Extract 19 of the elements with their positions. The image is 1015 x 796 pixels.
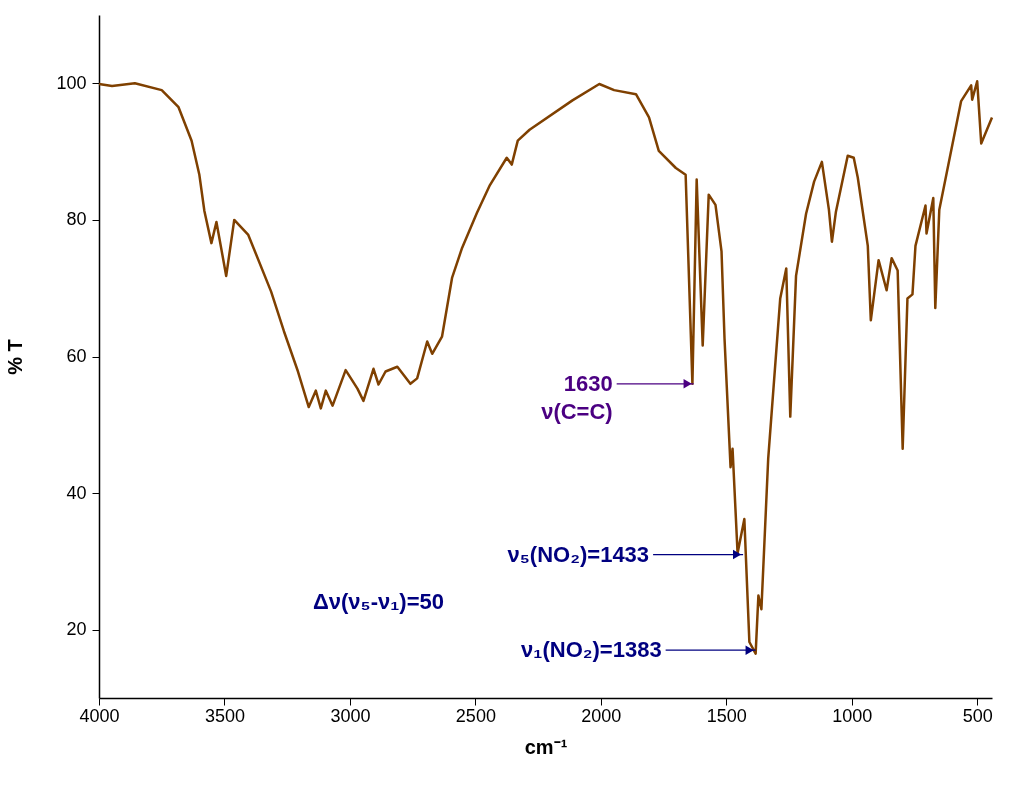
y-axis-title: % T	[4, 339, 27, 375]
x-tick-label: 2000	[581, 705, 622, 726]
y-tick-label: 40	[66, 482, 87, 503]
x-tick-label: 3000	[330, 705, 371, 726]
annotation: ν₅(NO₂)=1433	[507, 541, 650, 567]
y-tick-label: 60	[66, 346, 87, 366]
x-tick-label: 2500	[455, 705, 496, 726]
y-tick-label: 100	[56, 72, 87, 93]
y-tick-label: 80	[66, 209, 87, 230]
x-tick-label: 3500	[204, 705, 245, 726]
x-axis-title: cm⁻¹	[524, 735, 568, 758]
y-tick-label: 20	[66, 619, 87, 640]
x-tick-label: 4000	[79, 705, 120, 726]
annotation: 1630 ν(C=C)	[541, 370, 613, 424]
x-tick-label: 1500	[706, 705, 747, 726]
x-tick-label: 500	[962, 705, 993, 726]
annotation: ν₁(NO₂)=1383	[521, 637, 662, 663]
annotation: Δν(ν₅-ν₁)=50	[312, 589, 444, 615]
x-tick-label: 1000	[832, 705, 873, 726]
